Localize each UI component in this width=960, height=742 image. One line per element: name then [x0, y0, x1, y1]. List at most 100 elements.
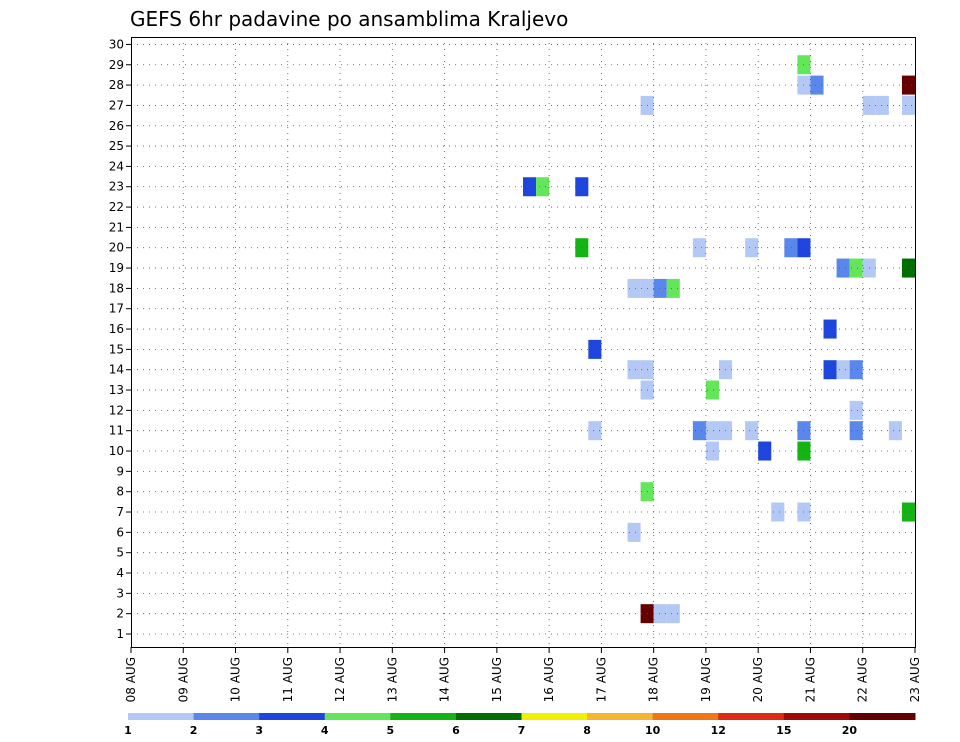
x-tick-label: 14 AUG: [438, 657, 452, 702]
y-tick-label: 19: [109, 261, 124, 275]
y-tick-label: 17: [109, 302, 124, 316]
colorbar-label: 10: [645, 724, 661, 737]
y-tick-label: 6: [116, 525, 124, 539]
colorbar-swatch: [455, 713, 522, 720]
heatmap-cell: [745, 421, 759, 441]
y-tick-label: 21: [109, 220, 124, 234]
y-tick-label: 20: [109, 241, 124, 255]
colorbar-swatch: [128, 713, 195, 720]
heatmap-cell: [901, 502, 915, 522]
y-tick-label: 18: [109, 281, 124, 295]
heatmap-cell: [901, 95, 915, 115]
heatmap-cell: [849, 400, 863, 420]
y-tick-label: 28: [109, 78, 124, 92]
y-tick-label: 11: [109, 424, 124, 438]
colorbar-label: 15: [776, 724, 791, 737]
heatmap-cell: [692, 238, 706, 258]
grid-layer: [131, 37, 915, 647]
y-tick-label: 29: [109, 58, 124, 72]
heatmap-cell: [836, 258, 850, 278]
heatmap-cell: [627, 278, 641, 298]
x-tick-label: 08 AUG: [124, 657, 138, 702]
y-tick-label: 26: [109, 119, 124, 133]
y-tick-label: 7: [116, 505, 124, 519]
heatmap-cell: [523, 177, 537, 197]
heatmap-cell: [627, 522, 641, 542]
y-tick-label: 25: [109, 139, 124, 153]
heatmap-cell: [771, 502, 785, 522]
x-tick-label: 17 AUG: [594, 657, 608, 702]
y-tick-label: 30: [109, 37, 124, 51]
x-tick-label: 13 AUG: [385, 657, 399, 702]
heatmap-cell: [653, 604, 667, 624]
cells-layer: [523, 55, 915, 624]
heatmap-cell: [536, 177, 550, 197]
y-tick-label: 22: [109, 200, 124, 214]
y-tick-label: 3: [116, 586, 124, 600]
colorbar-swatch: [783, 713, 850, 720]
heatmap-cell: [888, 421, 902, 441]
colorbar-label: 3: [255, 724, 263, 737]
heatmap-cell: [875, 95, 889, 115]
x-tick-label: 15 AUG: [490, 657, 504, 702]
y-tick-label: 27: [109, 98, 124, 112]
y-tick-label: 2: [116, 607, 124, 621]
colorbar-label: 2: [190, 724, 198, 737]
x-tick-label: 19 AUG: [699, 657, 713, 702]
x-tick-label: 12 AUG: [333, 657, 347, 702]
heatmap-cell: [784, 238, 798, 258]
x-tick-label: 22 AUG: [856, 657, 870, 702]
heatmap-cell: [901, 75, 915, 95]
y-tick-label: 23: [109, 180, 124, 194]
x-tick-label: 16 AUG: [542, 657, 556, 702]
chart-title: GEFS 6hr padavine po ansamblima Kraljevo: [130, 7, 568, 31]
colorbar-label: 6: [452, 724, 460, 737]
colorbar-swatch: [259, 713, 326, 720]
colorbar-swatch: [324, 713, 391, 720]
heatmap-cell: [666, 604, 680, 624]
x-tick-label: 20 AUG: [751, 657, 765, 702]
x-tick-label: 23 AUG: [908, 657, 922, 702]
colorbar-swatch: [849, 713, 916, 720]
heatmap-cell: [653, 278, 667, 298]
heatmap-cell: [901, 258, 915, 278]
y-tick-label: 24: [109, 159, 124, 173]
x-tick-label: 11 AUG: [281, 657, 295, 702]
heatmap-cell: [849, 421, 863, 441]
heatmap-cell: [745, 238, 759, 258]
colorbar-label: 1: [124, 724, 132, 737]
heatmap-cell: [705, 441, 719, 461]
y-tick-label: 4: [116, 566, 124, 580]
colorbar-swatch: [587, 713, 654, 720]
y-tick-label: 1: [116, 627, 124, 641]
heatmap-cell: [849, 258, 863, 278]
x-tick-label: 10 AUG: [229, 657, 243, 702]
colorbar-swatch: [193, 713, 260, 720]
heatmap-cell: [705, 380, 719, 400]
y-tick-label: 5: [116, 546, 124, 560]
colorbar-label: 20: [842, 724, 858, 737]
y-tick-label: 8: [116, 485, 124, 499]
heatmap-cell: [588, 421, 602, 441]
colorbar-swatch: [521, 713, 588, 720]
colorbar-label: 5: [387, 724, 395, 737]
y-tick-label: 12: [109, 403, 124, 417]
colorbar-label: 12: [711, 724, 726, 737]
y-tick-label: 16: [109, 322, 124, 336]
colorbar-label: 7: [518, 724, 526, 737]
y-tick-label: 9: [116, 464, 124, 478]
x-tick-label: 21 AUG: [803, 657, 817, 702]
heatmap-cell: [705, 421, 719, 441]
plot-frame: [131, 37, 916, 648]
colorbar-swatch: [390, 713, 457, 720]
heatmap-cell: [849, 360, 863, 380]
heatmap-cell: [823, 360, 837, 380]
heatmap-cell: [588, 339, 602, 359]
y-tick-label: 13: [109, 383, 124, 397]
y-tick-label: 10: [109, 444, 124, 458]
y-tick-label: 15: [109, 342, 124, 356]
y-tick-label: 14: [109, 363, 124, 377]
heatmap-cell: [666, 278, 680, 298]
x-tick-label: 09 AUG: [176, 657, 190, 702]
